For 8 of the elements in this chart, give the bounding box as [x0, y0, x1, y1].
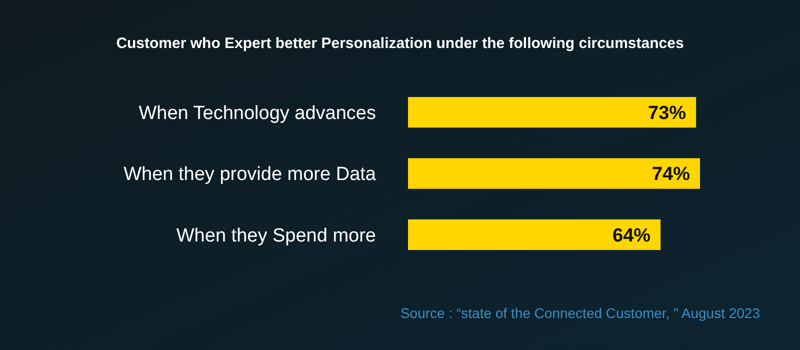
data-label: 73%: [648, 102, 686, 124]
data-label: 64%: [612, 225, 651, 246]
source-note: Source : “state of the Connected Customer, ” August 2023: [400, 305, 760, 321]
data-label: 74%: [652, 164, 690, 186]
y-tick-label: When Technology advances: [138, 102, 376, 124]
y-tick-label: When they provide more Data: [124, 164, 376, 186]
chart-title: Customer who Expert better Personalization under the following circumstances: [116, 35, 684, 52]
y-tick-label: When they Spend more: [176, 225, 376, 246]
